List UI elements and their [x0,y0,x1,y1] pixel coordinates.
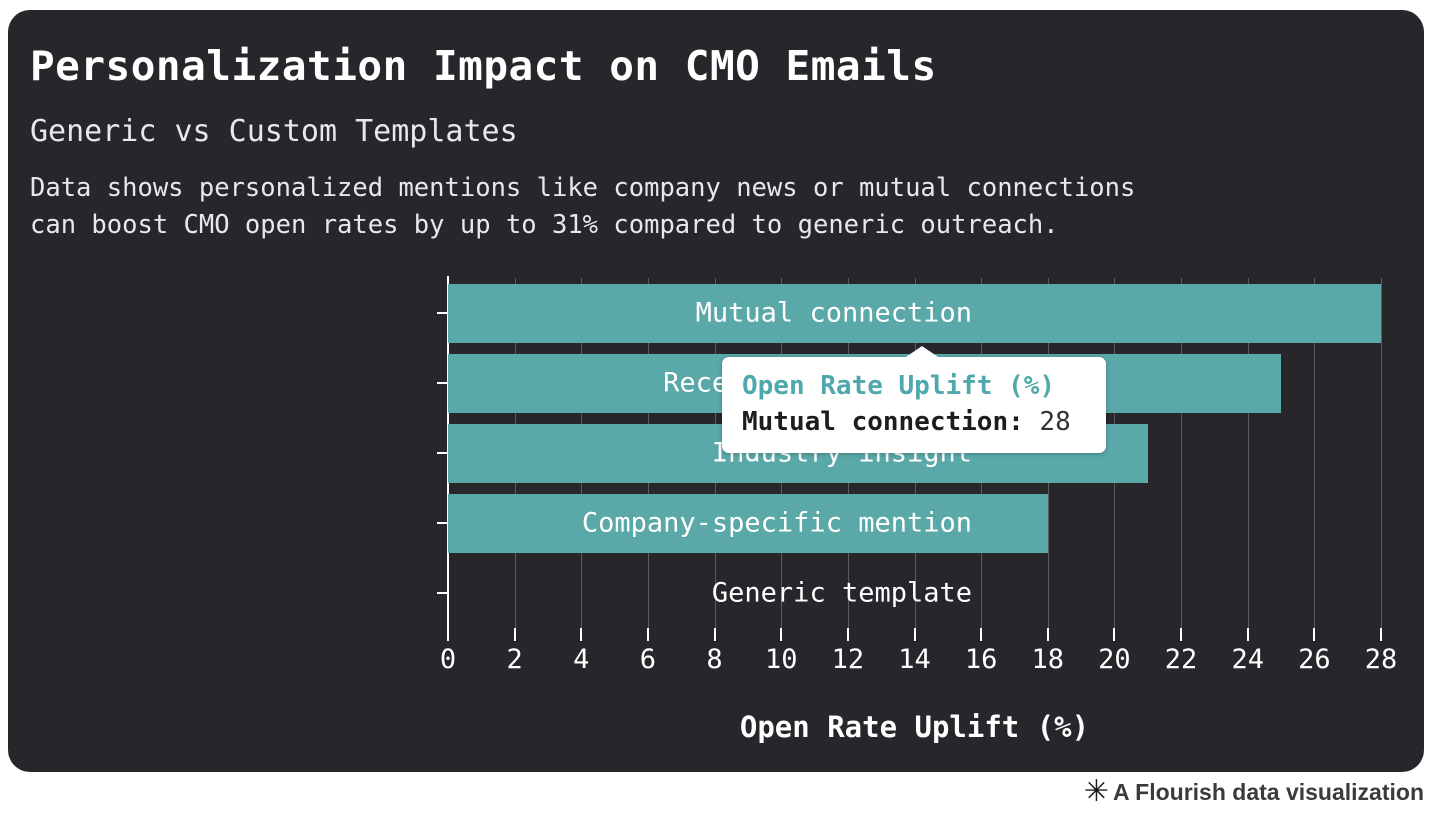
x-axis-title: Open Rate Uplift (%) [739,710,1090,744]
tooltip-value: 28 [1039,407,1071,437]
tooltip-arrow [900,346,944,361]
x-axis-tick [713,628,716,641]
x-axis-tick-label: 24 [1231,644,1264,675]
x-axis-tick [913,628,916,641]
tooltip-row: Mutual connection: 28 [742,407,1086,437]
y-axis-tick [437,592,448,594]
x-axis-tick-label: 12 [831,644,865,675]
x-axis-tick-label: 28 [1364,644,1398,675]
y-axis-tick [437,522,448,524]
x-axis-tick-label: 18 [1031,644,1065,675]
asterisk-icon: ✳ [1083,774,1110,809]
chart-description: Data shows personalized mentions like co… [30,173,1136,240]
y-axis-tick [437,382,448,384]
bar[interactable] [448,283,1381,343]
x-axis-tick [580,628,583,641]
x-axis-tick [447,628,449,641]
x-axis-tick-label: 8 [706,644,723,675]
x-axis-tick-label: 10 [764,644,798,675]
credit-label: A Flourish data visualization [1113,778,1424,805]
x-axis-tick [1113,628,1116,641]
gridline [1381,278,1382,628]
y-axis-category-label: Company-specific mention [581,507,972,539]
y-axis-tick [437,452,448,454]
x-axis-tick [513,628,516,641]
x-axis-tick [1246,628,1249,641]
page-title: Personalization Impact on CMO Emails [30,42,937,90]
x-axis-tick-label: 14 [898,644,931,675]
x-axis-tick [846,628,849,641]
x-axis-tick-label: 20 [1098,644,1131,675]
x-axis-tick [646,628,649,641]
x-axis-tick-label: 6 [639,644,657,675]
bar[interactable] [448,493,1048,553]
y-axis-category-label: Mutual connection [695,297,972,329]
x-axis-tick-label: 2 [506,644,523,675]
x-axis-tick [1380,628,1382,641]
chart-subtitle: Generic vs Custom Templates [30,114,518,149]
x-axis-tick [1313,628,1316,641]
gridline [1181,278,1183,628]
y-axis-tick [437,312,448,314]
x-axis-tick-label: 16 [964,644,998,675]
x-axis-tick-label: 22 [1164,644,1198,675]
y-axis-category-label: Generic template [711,577,972,609]
x-axis-tick [780,628,783,641]
flourish-credit[interactable]: ✳ A Flourish data visualization [1083,774,1424,809]
tooltip: Open Rate Uplift (%) Mutual connection: … [722,357,1106,453]
gridline [1314,278,1316,628]
tooltip-header: Open Rate Uplift (%) [742,371,1056,401]
tooltip-label: Mutual connection: [742,407,1024,437]
plot-wrapper: 0 2 4 6 8 10 12 14 16 18 20 22 24 26 28 Mutual connect… [8,10,1424,772]
x-axis-tick [1046,628,1049,641]
gridline [1247,278,1249,628]
x-axis-tick-label: 0 [439,644,457,675]
x-axis-tick [980,628,983,641]
x-axis-tick [1180,628,1183,641]
x-axis-tick-label: 4 [573,644,590,675]
x-axis-tick-label: 26 [1298,644,1331,675]
chart-card: Personalization Impact on CMO Emails Gen… [8,10,1424,772]
